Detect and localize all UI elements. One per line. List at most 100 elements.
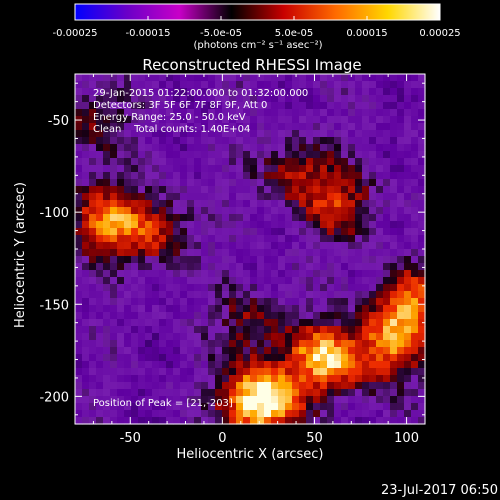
heatmap-cell — [222, 137, 230, 145]
heatmap-cell — [159, 102, 167, 110]
heatmap-cell — [131, 74, 139, 82]
heatmap-cell — [124, 123, 132, 131]
heatmap-cell — [138, 172, 146, 180]
heatmap-cell — [208, 263, 216, 271]
heatmap-cell — [348, 312, 356, 320]
heatmap-cell — [124, 116, 132, 124]
heatmap-cell — [222, 375, 230, 383]
heatmap-cell — [187, 130, 195, 138]
heatmap-cell — [243, 417, 251, 425]
heatmap-cell — [369, 109, 377, 117]
heatmap-cell — [243, 81, 251, 89]
heatmap-cell — [299, 284, 307, 292]
heatmap-cell — [96, 242, 104, 250]
heatmap-cell — [264, 319, 272, 327]
heatmap-cell — [236, 340, 244, 348]
heatmap-cell — [117, 123, 125, 131]
heatmap-cell — [243, 242, 251, 250]
heatmap-cell — [369, 172, 377, 180]
heatmap-cell — [180, 123, 188, 131]
heatmap-cell — [348, 214, 356, 222]
heatmap-cell — [278, 235, 286, 243]
heatmap-cell — [103, 207, 111, 215]
heatmap-cell — [404, 375, 412, 383]
heatmap-cell — [194, 403, 202, 411]
heatmap-cell — [166, 137, 174, 145]
heatmap-cell — [348, 88, 356, 96]
heatmap-cell — [187, 277, 195, 285]
heatmap-cell — [278, 263, 286, 271]
heatmap-cell — [138, 368, 146, 376]
heatmap-cell — [194, 263, 202, 271]
heatmap-cell — [187, 200, 195, 208]
heatmap-cell — [411, 95, 419, 103]
heatmap-cell — [194, 74, 202, 82]
heatmap-cell — [166, 354, 174, 362]
heatmap-cell — [334, 74, 342, 82]
heatmap-cell — [306, 74, 314, 82]
heatmap-cell — [397, 193, 405, 201]
heatmap-cell — [299, 347, 307, 355]
heatmap-cell — [327, 298, 335, 306]
heatmap-cell — [285, 305, 293, 313]
heatmap-cell — [397, 186, 405, 194]
heatmap-cell — [327, 151, 335, 159]
heatmap-cell — [208, 109, 216, 117]
heatmap-cell — [369, 151, 377, 159]
heatmap-cell — [236, 375, 244, 383]
heatmap-cell — [166, 221, 174, 229]
heatmap-cell — [236, 277, 244, 285]
heatmap-cell — [75, 158, 83, 166]
heatmap-cell — [243, 109, 251, 117]
heatmap-cell — [418, 228, 426, 236]
heatmap-cell — [145, 347, 153, 355]
heatmap-cell — [257, 319, 265, 327]
heatmap-cell — [383, 81, 391, 89]
heatmap-cell — [222, 193, 230, 201]
heatmap-cell — [236, 235, 244, 243]
heatmap-cell — [271, 291, 279, 299]
heatmap-cell — [201, 116, 209, 124]
heatmap-cell — [390, 214, 398, 222]
heatmap-cell — [264, 354, 272, 362]
heatmap-cell — [75, 382, 83, 390]
heatmap-cell — [397, 172, 405, 180]
heatmap-cell — [404, 312, 412, 320]
heatmap-cell — [327, 207, 335, 215]
heatmap-cell — [222, 172, 230, 180]
heatmap-cell — [320, 256, 328, 264]
heatmap-cell — [313, 389, 321, 397]
heatmap-cell — [96, 235, 104, 243]
heatmap-cell — [124, 291, 132, 299]
heatmap-cell — [327, 123, 335, 131]
heatmap-cell — [110, 368, 118, 376]
heatmap-cell — [327, 200, 335, 208]
heatmap-cell — [145, 389, 153, 397]
heatmap-cell — [222, 347, 230, 355]
heatmap-cell — [327, 228, 335, 236]
heatmap-cell — [110, 123, 118, 131]
heatmap-cell — [404, 298, 412, 306]
heatmap-cell — [411, 214, 419, 222]
heatmap-cell — [257, 270, 265, 278]
heatmap-cell — [82, 165, 90, 173]
heatmap-cell — [208, 95, 216, 103]
heatmap-cell — [383, 389, 391, 397]
heatmap-cell — [390, 403, 398, 411]
heatmap-cell — [194, 214, 202, 222]
heatmap-cell — [82, 298, 90, 306]
heatmap-cell — [250, 396, 258, 404]
heatmap-cell — [215, 179, 223, 187]
heatmap-cell — [320, 123, 328, 131]
heatmap-cell — [243, 305, 251, 313]
heatmap-cell — [271, 368, 279, 376]
heatmap-cell — [208, 179, 216, 187]
heatmap-cell — [383, 284, 391, 292]
heatmap-cell — [362, 319, 370, 327]
heatmap-cell — [257, 200, 265, 208]
heatmap-cell — [187, 179, 195, 187]
heatmap-cell — [355, 312, 363, 320]
heatmap-cell — [187, 389, 195, 397]
heatmap-cell — [138, 326, 146, 334]
heatmap-cell — [355, 158, 363, 166]
